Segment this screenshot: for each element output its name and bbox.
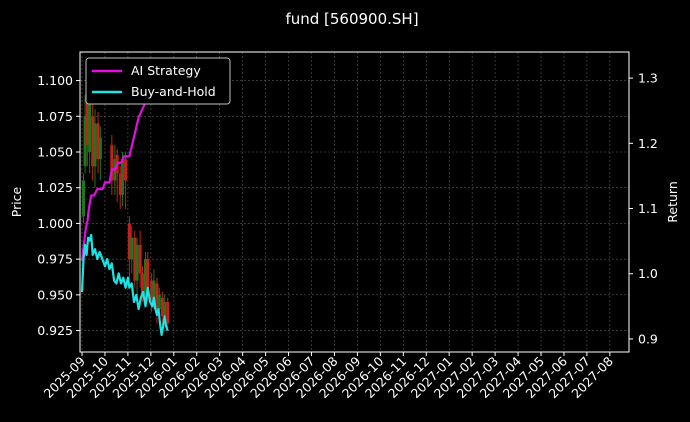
candle-body (146, 259, 150, 288)
candle-body (160, 297, 164, 317)
candle-body (88, 102, 92, 152)
candle-body (98, 137, 102, 160)
right-y-axis: 0.9 1.0 1.1 1.2 1.3 (629, 71, 658, 346)
candle-body (96, 123, 100, 160)
candle-body (91, 116, 95, 167)
plot-frame (79, 51, 630, 353)
candle-body (157, 294, 161, 310)
left-tick-label: 1.075 (37, 109, 73, 124)
legend-label-ai-strategy: AI Strategy (131, 63, 201, 78)
left-tick-label: 1.025 (37, 180, 73, 195)
candle-body (133, 237, 137, 281)
legend-label-buy-and-hold: Buy-and-Hold (131, 84, 216, 99)
right-tick-label: 0.9 (638, 331, 658, 346)
series-line-buy-and-hold (80, 233, 169, 336)
candle-body (82, 180, 86, 217)
candle-body (83, 116, 87, 167)
left-y-axis-label: Price (9, 186, 24, 217)
candle-body (166, 302, 170, 324)
left-tick-label: 1.000 (37, 216, 73, 231)
candle-body (110, 144, 114, 181)
candle-body (124, 159, 128, 181)
left-y-axis: 0.925 0.950 0.975 1.000 1.025 1.050 1.075 1.100 (37, 73, 80, 338)
candle-body (93, 123, 97, 167)
right-tick-label: 1.0 (638, 266, 658, 281)
candle-body (127, 223, 131, 260)
legend: AI Strategy Buy-and-Hold (85, 57, 231, 105)
chart-title: fund [560900.SH] (285, 10, 418, 28)
candle-body (150, 280, 154, 302)
x-axis: 2025-092025-102025-112025-122026-012026-… (41, 352, 616, 401)
right-y-axis-label: Return (665, 181, 680, 222)
right-tick-label: 1.2 (638, 136, 658, 151)
candle-body (85, 94, 89, 145)
candle-body (130, 237, 134, 260)
left-tick-label: 0.925 (37, 323, 73, 338)
right-tick-label: 1.3 (638, 71, 658, 86)
left-tick-label: 1.050 (37, 145, 73, 160)
candle-body (143, 259, 147, 295)
left-tick-label: 1.100 (37, 73, 73, 88)
candle-body (135, 244, 139, 281)
candlestick-series (82, 87, 170, 331)
candle-body (163, 302, 167, 317)
candle-body (152, 280, 156, 302)
candle-body (118, 173, 122, 195)
right-tick-label: 1.1 (638, 201, 658, 216)
left-tick-label: 0.975 (37, 252, 73, 267)
candle-body (140, 273, 144, 295)
candle-body (155, 283, 159, 310)
candle-body (138, 244, 142, 274)
candle-body (121, 159, 125, 195)
left-tick-label: 0.950 (37, 287, 73, 302)
